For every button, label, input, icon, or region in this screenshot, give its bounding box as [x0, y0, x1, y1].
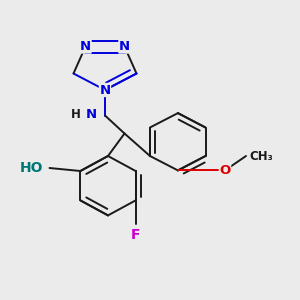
Text: N: N — [99, 83, 111, 97]
Text: N: N — [85, 107, 97, 121]
Text: HO: HO — [20, 161, 43, 175]
Text: H: H — [71, 107, 80, 121]
Text: N: N — [80, 40, 91, 53]
Text: O: O — [219, 164, 231, 177]
Text: CH₃: CH₃ — [249, 149, 273, 163]
Text: N: N — [119, 40, 130, 53]
Text: F: F — [131, 228, 140, 242]
